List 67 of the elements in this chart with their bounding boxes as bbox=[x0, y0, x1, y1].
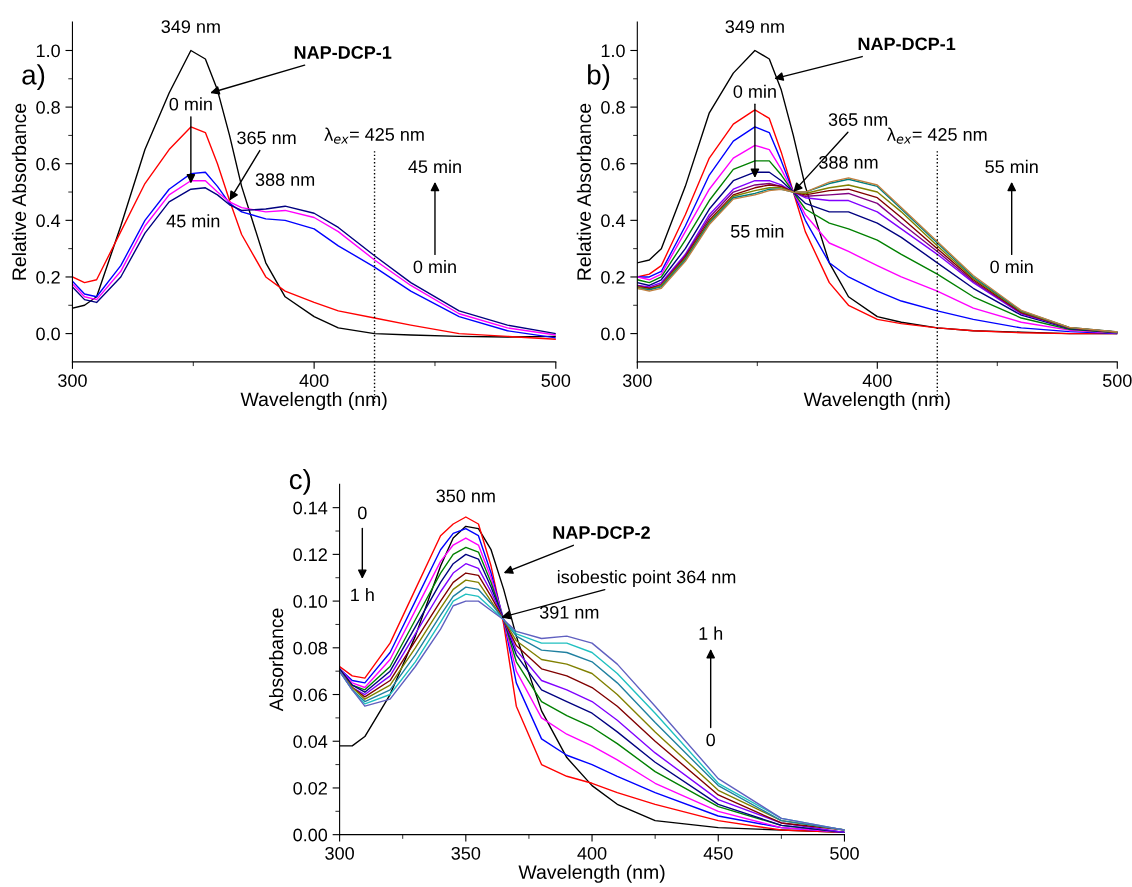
ref-line-label: λ$_{ex}$= 425 nm bbox=[324, 127, 424, 144]
y-tick-label: 0.06 bbox=[293, 688, 327, 702]
annotation: 0 min bbox=[990, 259, 1033, 274]
annotation: 0 bbox=[358, 506, 367, 520]
annotation: NAP-DCP-1 bbox=[858, 37, 956, 51]
annotation: isobestic point 364 nm bbox=[557, 570, 736, 587]
y-tick-label: 0.08 bbox=[293, 641, 328, 655]
x-axis-title: Wavelength (nm) bbox=[518, 864, 665, 883]
y-tick-label: 0.2 bbox=[601, 270, 625, 284]
x-axis-title: Wavelength (nm) bbox=[803, 391, 950, 411]
y-axis-title: Absorbance bbox=[268, 608, 284, 712]
y-tick-label: 0.2 bbox=[36, 270, 60, 284]
y-tick-label: 0.02 bbox=[293, 781, 327, 795]
annotation: 1 h bbox=[351, 588, 374, 602]
y-tick-label: 0.00 bbox=[293, 828, 328, 842]
x-tick-label: 300 bbox=[325, 846, 354, 860]
y-tick-label: 0.14 bbox=[293, 501, 328, 515]
annotation: 0 min bbox=[733, 84, 776, 98]
annotation: 350 nm bbox=[436, 489, 495, 503]
y-tick-label: 0.0 bbox=[601, 327, 625, 341]
annotation: 45 min bbox=[166, 214, 220, 228]
x-tick-label: 450 bbox=[703, 846, 733, 860]
x-tick-label: 400 bbox=[577, 846, 607, 860]
x-tick-label: 500 bbox=[1102, 374, 1132, 387]
annotation: 1 h bbox=[699, 626, 723, 640]
y-tick-label: 0.0 bbox=[36, 327, 60, 341]
text: b) bbox=[588, 64, 610, 91]
annotation: 349 nm bbox=[725, 20, 784, 34]
ref-line-label: λ$_{ex}$= 425 nm bbox=[887, 127, 987, 144]
y-tick-label: 0.6 bbox=[601, 157, 625, 171]
y-tick-label: 0.6 bbox=[36, 157, 60, 171]
y-tick-label: 0.10 bbox=[293, 595, 328, 608]
x-tick-label: 350 bbox=[451, 846, 481, 860]
y-tick-label: 1.0 bbox=[601, 44, 625, 58]
x-tick-label: 300 bbox=[58, 374, 87, 387]
annotation: 0 min bbox=[413, 259, 456, 274]
x-tick-label: 500 bbox=[830, 846, 859, 860]
annotation: 388 nm bbox=[255, 173, 315, 187]
annotation: 349 nm bbox=[161, 20, 220, 34]
y-tick-label: 0.8 bbox=[36, 101, 60, 114]
annotation: NAP-DCP-2 bbox=[553, 526, 650, 539]
x-tick-label: 400 bbox=[299, 374, 329, 387]
x-tick-label: 400 bbox=[862, 374, 892, 387]
annotation: 45 min bbox=[408, 159, 461, 174]
annotation: NAP-DCP-1 bbox=[294, 46, 392, 59]
chart-title: c) bbox=[289, 468, 311, 495]
line-series bbox=[72, 126, 556, 340]
text: a) bbox=[22, 64, 45, 91]
annotation: 391 nm bbox=[539, 605, 599, 619]
x-axis-title: Wavelength (nm) bbox=[240, 391, 387, 411]
y-axis-title: Relative Absorbance bbox=[576, 103, 592, 280]
y-tick-label: 1.0 bbox=[36, 44, 60, 58]
annotation: 365 nm bbox=[828, 113, 888, 126]
x-tick-label: 300 bbox=[622, 374, 652, 387]
annotation: 0 bbox=[706, 733, 715, 747]
annotation: 388 nm bbox=[819, 155, 878, 169]
annotation: 365 nm bbox=[237, 131, 296, 145]
annotation: 55 min bbox=[985, 159, 1038, 174]
y-axis-title: Relative Absorbance bbox=[11, 103, 27, 280]
annotation: 0 min bbox=[169, 97, 212, 111]
x-tick-label: 500 bbox=[541, 374, 571, 387]
y-tick-label: 0.4 bbox=[601, 214, 625, 228]
y-tick-label: 0.8 bbox=[601, 101, 625, 114]
y-tick-label: 0.4 bbox=[36, 214, 61, 228]
y-tick-label: 0.12 bbox=[293, 548, 327, 562]
y-tick-label: 0.04 bbox=[293, 735, 328, 748]
annotation: 55 min bbox=[730, 224, 784, 238]
